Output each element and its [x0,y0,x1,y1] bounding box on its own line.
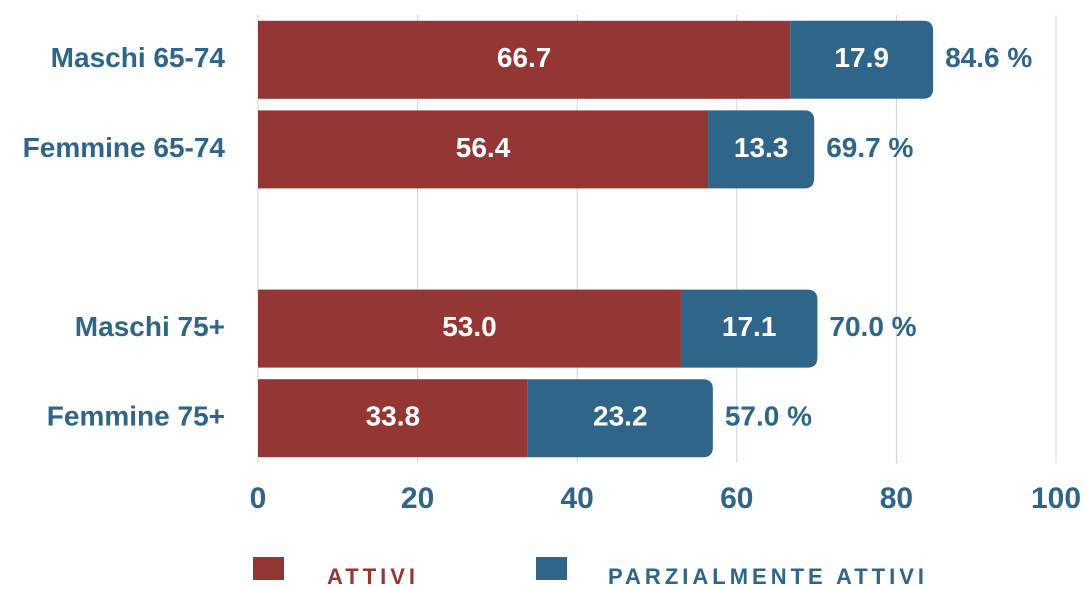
legend-swatch [253,557,284,580]
legend-label: PARZIALMENTE ATTIVI [608,564,928,589]
x-tick-label: 80 [880,482,913,515]
segment-label: 23.2 [593,401,648,432]
segment-label: 56.4 [456,132,511,163]
x-tick-label: 20 [401,482,434,515]
segment-label: 53.0 [442,311,497,342]
category-label: Femmine 65-74 [23,132,226,163]
legend-swatch [536,557,567,580]
x-tick-label: 100 [1031,482,1081,515]
category-label: Femmine 75+ [47,401,225,432]
category-label: Maschi 65-74 [51,42,226,73]
total-label: 69.7 % [826,132,913,163]
segment-label: 13.3 [734,132,789,163]
bar-segment [527,379,713,458]
bar-segment [258,20,791,99]
x-tick-label: 40 [561,482,594,515]
bar-segment [258,110,709,189]
bar-segment [708,110,815,189]
segment-label: 17.1 [722,311,777,342]
x-tick-label: 60 [720,482,753,515]
legend-label: ATTIVI [327,564,419,589]
bar-segment [258,379,528,458]
segment-label: 17.9 [834,42,889,73]
bar-segment [258,289,681,368]
x-tick-label: 0 [250,482,267,515]
total-label: 70.0 % [829,311,916,342]
total-label: 84.6 % [945,42,1032,73]
bar-segment [680,289,818,368]
total-label: 57.0 % [725,401,812,432]
segment-label: 33.8 [366,401,421,432]
bar-segment [790,20,934,99]
segment-label: 66.7 [497,42,552,73]
category-label: Maschi 75+ [75,311,225,342]
